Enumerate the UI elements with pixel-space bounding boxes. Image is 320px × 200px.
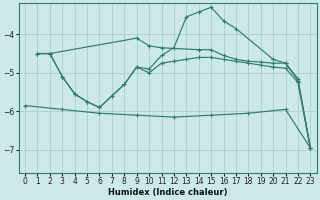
X-axis label: Humidex (Indice chaleur): Humidex (Indice chaleur) bbox=[108, 188, 228, 197]
